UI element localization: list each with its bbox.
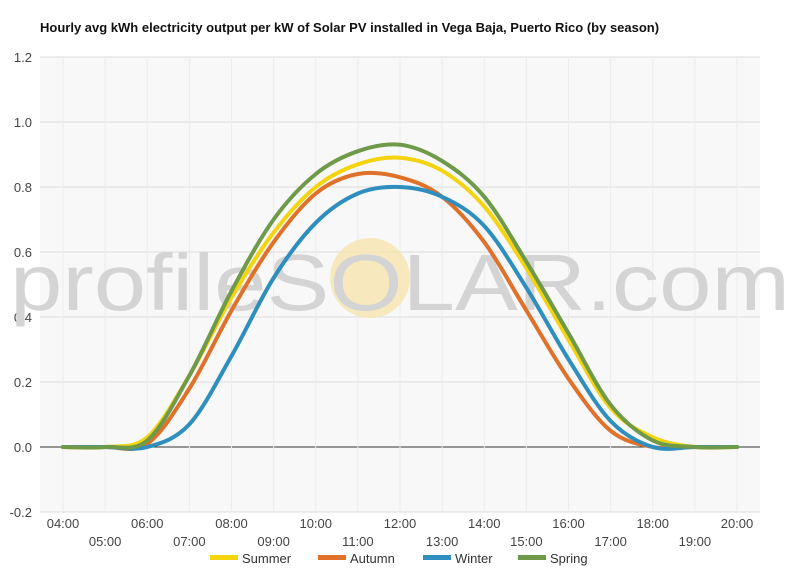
series-line-winter <box>61 184 739 451</box>
series-line-spring <box>61 142 739 450</box>
legend-swatch-winter <box>423 555 451 560</box>
y-tick-label: 1.2 <box>14 50 32 65</box>
legend-label-spring: Spring <box>550 551 588 566</box>
watermark-text: profileSOLAR.com <box>10 238 790 327</box>
x-tick-label: 14:00 <box>468 516 501 531</box>
legend-swatch-autumn <box>318 555 346 560</box>
x-tick-label: 12:00 <box>384 516 417 531</box>
series-line-autumn <box>61 170 739 451</box>
y-tick-label: 0.6 <box>14 245 32 260</box>
x-tick-label: 16:00 <box>552 516 585 531</box>
y-tick-label: 0.4 <box>14 310 32 325</box>
legend-label-summer: Summer <box>242 551 292 566</box>
x-tick-label: 19:00 <box>679 534 712 549</box>
x-tick-label: 13:00 <box>426 534 459 549</box>
x-tick-label: 09:00 <box>257 534 290 549</box>
x-tick-label: 17:00 <box>594 534 627 549</box>
legend-swatch-summer <box>210 555 238 560</box>
chart-title: Hourly avg kWh electricity output per kW… <box>40 20 660 35</box>
x-tick-label: 06:00 <box>131 516 164 531</box>
x-tick-label: 15:00 <box>510 534 543 549</box>
y-tick-label: 1.0 <box>14 115 32 130</box>
x-tick-label: 10:00 <box>299 516 332 531</box>
y-tick-label: 0.0 <box>14 440 32 455</box>
y-tick-label: -0.2 <box>10 505 32 520</box>
x-tick-label: 07:00 <box>173 534 206 549</box>
x-tick-label: 11:00 <box>342 534 374 549</box>
x-tick-label: 05:00 <box>89 534 122 549</box>
x-tick-label: 18:00 <box>636 516 669 531</box>
x-tick-label: 08:00 <box>215 516 248 531</box>
watermark-sun <box>330 238 410 318</box>
legend-swatch-spring <box>518 555 546 560</box>
legend-label-winter: Winter <box>455 551 493 566</box>
y-tick-label: 0.2 <box>14 375 32 390</box>
y-tick-label: 0.8 <box>14 180 32 195</box>
legend-label-autumn: Autumn <box>350 551 395 566</box>
x-tick-label: 20:00 <box>721 516 754 531</box>
x-tick-label: 04:00 <box>47 516 80 531</box>
